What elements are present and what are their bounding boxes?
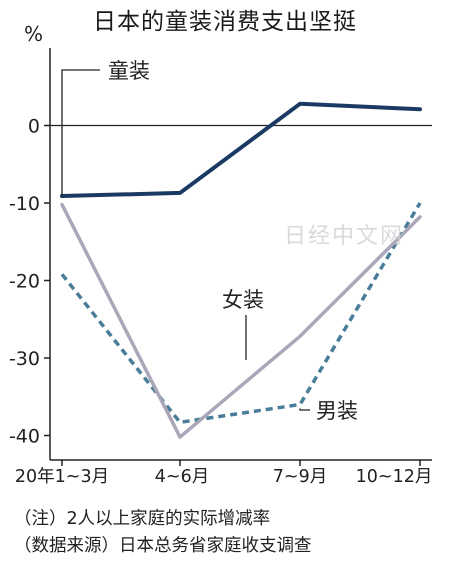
- x-tick-label: 4~6月: [155, 467, 209, 487]
- chart-title: 日本的童装消费支出坚挺: [93, 9, 357, 35]
- x-tick-label: 10~12月: [356, 467, 433, 487]
- series-label-leader: [299, 408, 310, 411]
- series-label: 男装: [316, 399, 358, 423]
- y-tick-label: -30: [9, 348, 40, 370]
- y-tick-label: -40: [9, 426, 40, 448]
- series-label: 女装: [222, 288, 264, 312]
- chart-notes: （注）2人以上家庭的实际增减率 （数据来源）日本总务省家庭收支调查: [14, 506, 312, 560]
- series-line-1: [60, 202, 422, 439]
- y-axis-unit: %: [24, 22, 44, 46]
- series-line-0: [60, 101, 422, 199]
- series-label-leader: [61, 69, 100, 197]
- series-label: 童装: [108, 59, 150, 83]
- note-text: （注）2人以上家庭的实际增减率: [14, 509, 271, 529]
- x-tick-label: 7~9月: [273, 467, 327, 487]
- x-tick-label: 20年1~3月: [15, 467, 109, 487]
- y-tick-label: -20: [9, 271, 40, 293]
- source-text: （数据来源）日本总务省家庭收支调查: [14, 536, 312, 556]
- watermark: 日经中文网: [284, 224, 405, 249]
- y-tick-label: -10: [9, 193, 40, 215]
- y-tick-label: 0: [28, 116, 40, 138]
